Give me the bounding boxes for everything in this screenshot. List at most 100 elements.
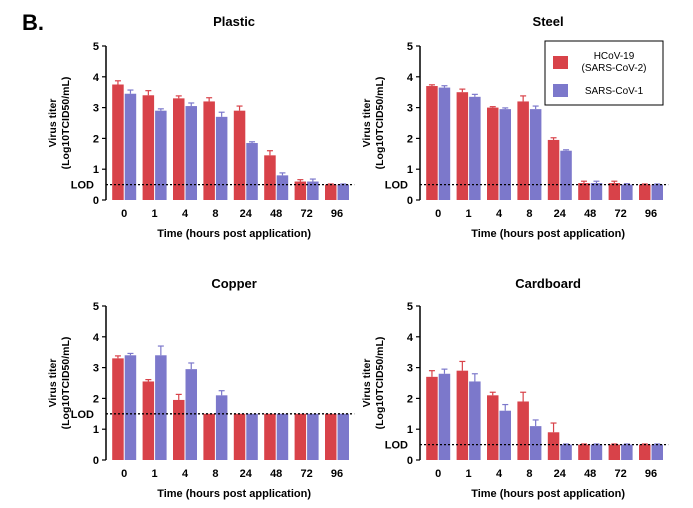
bar-hcov19-4 [487,107,499,200]
y-tick-label: 1 [93,164,99,176]
y-tick-label: 1 [407,164,413,176]
x-axis-label: Time (hours post application) [471,228,625,240]
bar-hcov19-96 [639,184,651,200]
y-axis-label: Virus titer(Log10TCID50/mL) [47,337,72,430]
x-tick-label: 0 [435,468,441,480]
bar-hcov19-8 [203,413,215,460]
chart-title: Plastic [213,14,255,29]
x-tick-label: 4 [182,468,189,480]
bar-sarscov1-1 [469,96,481,200]
legend-swatch-hcov19 [553,56,568,69]
bar-hcov19-96 [325,413,337,460]
chart-steel: Steel 0 1 2 3 4 5 Virus titer(Log10TCID50/mL) 0 1… [361,14,669,240]
bar-hcov19-4 [487,395,499,460]
y-tick-label: 4 [93,332,100,344]
bar-sarscov1-1 [155,110,167,200]
bar-sarscov1-96 [337,413,349,460]
bar-sarscov1-4 [499,109,511,200]
x-tick-label: 72 [614,208,626,220]
bar-sarscov1-72 [307,181,319,200]
bar-sarscov1-96 [337,184,349,200]
bar-sarscov1-24 [246,143,258,200]
legend: HCoV-19(SARS-CoV-2) SARS-CoV-1 [544,40,664,106]
bar-sarscov1-8 [215,116,228,200]
x-axis-label: Time (hours post application) [471,488,625,500]
bar-sarscov1-72 [621,444,633,460]
x-tick-label: 72 [614,468,626,480]
bar-sarscov1-1 [155,355,167,460]
y-tick-label: 5 [407,301,413,313]
y-tick-label: 4 [407,72,414,84]
lod-label: LOD [385,440,408,452]
x-axis-label: Time (hours post application) [157,228,311,240]
y-tick-label: 5 [407,41,413,53]
x-axis-label: Time (hours post application) [157,488,311,500]
chart-title: Copper [211,276,257,291]
bar-sarscov1-96 [651,444,663,460]
bar-hcov19-0 [112,358,124,460]
bar-hcov19-8 [517,401,529,460]
y-tick-label: 3 [93,363,99,375]
x-tick-label: 48 [270,208,282,220]
bar-sarscov1-0 [438,373,451,460]
x-tick-label: 1 [152,468,158,480]
y-axis-label-line2: (Log10TCID50/mL) [374,337,386,430]
bar-hcov19-0 [426,376,438,460]
bar-sarscov1-1 [469,381,481,460]
bar-hcov19-24 [233,110,246,200]
y-axis-label: Virus titer(Log10TCID50/mL) [361,337,386,430]
x-tick-label: 0 [121,468,127,480]
bar-sarscov1-4 [499,410,511,460]
legend-label-sarscov1: SARS-CoV-1 [585,86,644,97]
x-tick-label: 1 [466,208,472,220]
figure-panel-label: B. [22,10,44,35]
bar-sarscov1-8 [529,426,542,460]
x-tick-label: 0 [435,208,441,220]
x-tick-label: 8 [212,208,218,220]
x-tick-label: 72 [300,208,312,220]
bar-sarscov1-4 [185,106,197,200]
x-tick-label: 48 [270,468,282,480]
x-tick-label: 96 [645,468,657,480]
bar-hcov19-24 [547,139,560,200]
y-tick-label: 2 [407,133,413,145]
chart-title: Steel [533,14,564,29]
y-axis-label: Virus titer(Log10TCID50/mL) [361,77,386,170]
chart-plastic: Plastic 0 1 2 3 4 5 Virus titer(Log10TCID50/mL)… [47,14,355,240]
bar-sarscov1-24 [560,444,572,460]
y-axis-label-line1: Virus titer [47,359,59,408]
bar-hcov19-96 [325,184,337,200]
y-axis-label-line1: Virus titer [361,359,373,408]
x-tick-label: 96 [331,468,343,480]
bar-hcov19-24 [547,432,560,460]
y-tick-label: 2 [93,393,99,405]
bar-hcov19-4 [173,98,185,200]
bar-hcov19-4 [173,399,185,460]
bar-hcov19-48 [264,155,276,200]
x-tick-label: 8 [526,208,532,220]
x-tick-label: 0 [121,208,127,220]
bar-hcov19-96 [639,444,651,460]
y-tick-label: 2 [407,393,413,405]
lod-label: LOD [385,180,408,192]
bar-sarscov1-24 [246,413,258,460]
y-tick-label: 3 [93,103,99,115]
y-axis-label-line2: (Log10TCID50/mL) [374,77,386,170]
x-tick-label: 4 [496,468,503,480]
y-axis-label-line2: (Log10TCID50/mL) [60,337,72,430]
bar-hcov19-48 [264,413,276,460]
x-tick-label: 24 [240,208,253,220]
bar-sarscov1-48 [590,444,603,460]
x-tick-label: 24 [240,468,253,480]
x-tick-label: 4 [496,208,503,220]
x-tick-label: 8 [526,468,532,480]
bar-hcov19-24 [233,413,246,460]
x-tick-label: 8 [212,468,218,480]
bar-hcov19-1 [456,92,469,200]
y-tick-label: 5 [93,301,99,313]
bar-hcov19-1 [142,381,155,460]
chart-copper: Copper 0 1 2 3 4 5 Virus titer(Log10TCID50/mL) 0… [47,276,355,500]
chart-cardboard: Cardboard 0 1 2 3 4 5 Virus titer(Log10TCID50/m… [361,276,669,500]
bar-hcov19-1 [456,370,469,460]
